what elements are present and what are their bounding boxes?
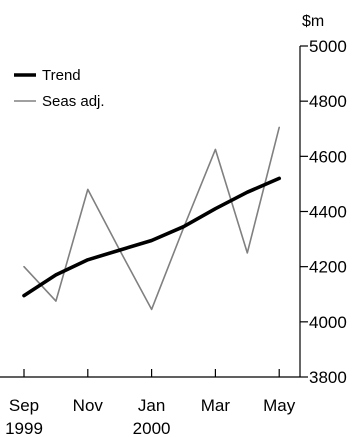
legend-label: Seas adj. bbox=[42, 93, 105, 110]
y-unit-label: $m bbox=[302, 13, 324, 30]
seas-adj-series-line bbox=[23, 126, 280, 311]
x-tick-label-month: Nov bbox=[73, 396, 104, 415]
x-tick-label-month: Jan bbox=[138, 396, 165, 415]
y-tick-label: 4600 bbox=[309, 147, 347, 166]
legend-item-trend: Trend bbox=[14, 67, 81, 84]
y-tick-label: 4800 bbox=[309, 92, 347, 111]
x-axis: Sep 1999 Nov Jan 2000 Mar May bbox=[0, 369, 300, 437]
x-tick-label-month: Mar bbox=[201, 396, 231, 415]
y-tick-label: 5000 bbox=[309, 37, 347, 56]
y-tick-label: 4400 bbox=[309, 203, 347, 222]
y-tick-label: 4000 bbox=[309, 313, 347, 332]
y-tick-label: 4200 bbox=[309, 258, 347, 277]
x-tick-label-year: 2000 bbox=[133, 419, 171, 437]
legend-label: Trend bbox=[42, 67, 81, 84]
y-axis: 3800 4000 4200 4400 4600 4800 5000 bbox=[299, 37, 347, 387]
y-tick-label: 3800 bbox=[309, 368, 347, 387]
series-layer bbox=[22, 126, 281, 311]
legend-item-seas-adj: Seas adj. bbox=[14, 93, 105, 110]
x-tick-label-month: May bbox=[263, 396, 296, 415]
legend: Trend Seas adj. bbox=[14, 67, 105, 110]
x-tick-label-month: Sep bbox=[9, 396, 39, 415]
x-tick-label-year: 1999 bbox=[5, 419, 43, 437]
